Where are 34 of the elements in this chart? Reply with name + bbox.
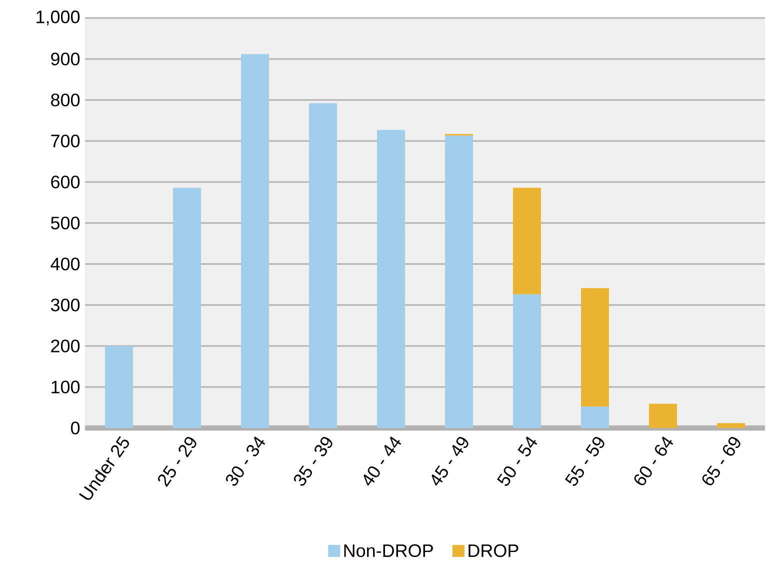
y-tick-label: 0 bbox=[70, 422, 80, 434]
x-tick-label: 35 - 39 bbox=[294, 437, 332, 486]
bar bbox=[581, 406, 610, 428]
bar bbox=[649, 404, 678, 428]
legend-label: Non-DROP bbox=[344, 544, 433, 558]
x-tick-label: 45 - 49 bbox=[432, 437, 468, 486]
x-tick-label: 30 - 34 bbox=[226, 436, 266, 486]
bar bbox=[309, 103, 337, 428]
x-tick-label: 40 - 44 bbox=[364, 436, 402, 486]
bar bbox=[445, 136, 474, 428]
x-tick-label: 50 - 54 bbox=[497, 436, 538, 486]
bar bbox=[377, 130, 406, 428]
legend-label: DROP bbox=[468, 544, 518, 558]
y-tick-label: 400 bbox=[50, 258, 80, 270]
x-tick-label: 65 - 69 bbox=[702, 437, 740, 486]
bar bbox=[513, 294, 542, 428]
y-tick-label: 600 bbox=[51, 176, 80, 188]
x-tick-label: 60 - 64 bbox=[634, 436, 674, 486]
y-tick-label: 100 bbox=[52, 380, 80, 394]
x-tick-label: 55 - 59 bbox=[565, 437, 604, 486]
bar bbox=[717, 423, 746, 428]
y-tick-label: 300 bbox=[50, 298, 80, 312]
y-tick-label: 500 bbox=[50, 216, 80, 230]
bar bbox=[581, 288, 610, 407]
y-tick-label: 800 bbox=[51, 94, 80, 106]
bar bbox=[513, 188, 542, 294]
y-tick-label: 1,000 bbox=[36, 10, 80, 26]
bar bbox=[173, 188, 202, 428]
x-tick-label: 25 - 29 bbox=[158, 437, 196, 487]
y-tick-label: 900 bbox=[51, 52, 80, 66]
bar bbox=[241, 54, 269, 428]
y-tick-label: 200 bbox=[51, 340, 80, 352]
bar bbox=[105, 346, 134, 428]
y-tick-label: 700 bbox=[51, 134, 80, 148]
